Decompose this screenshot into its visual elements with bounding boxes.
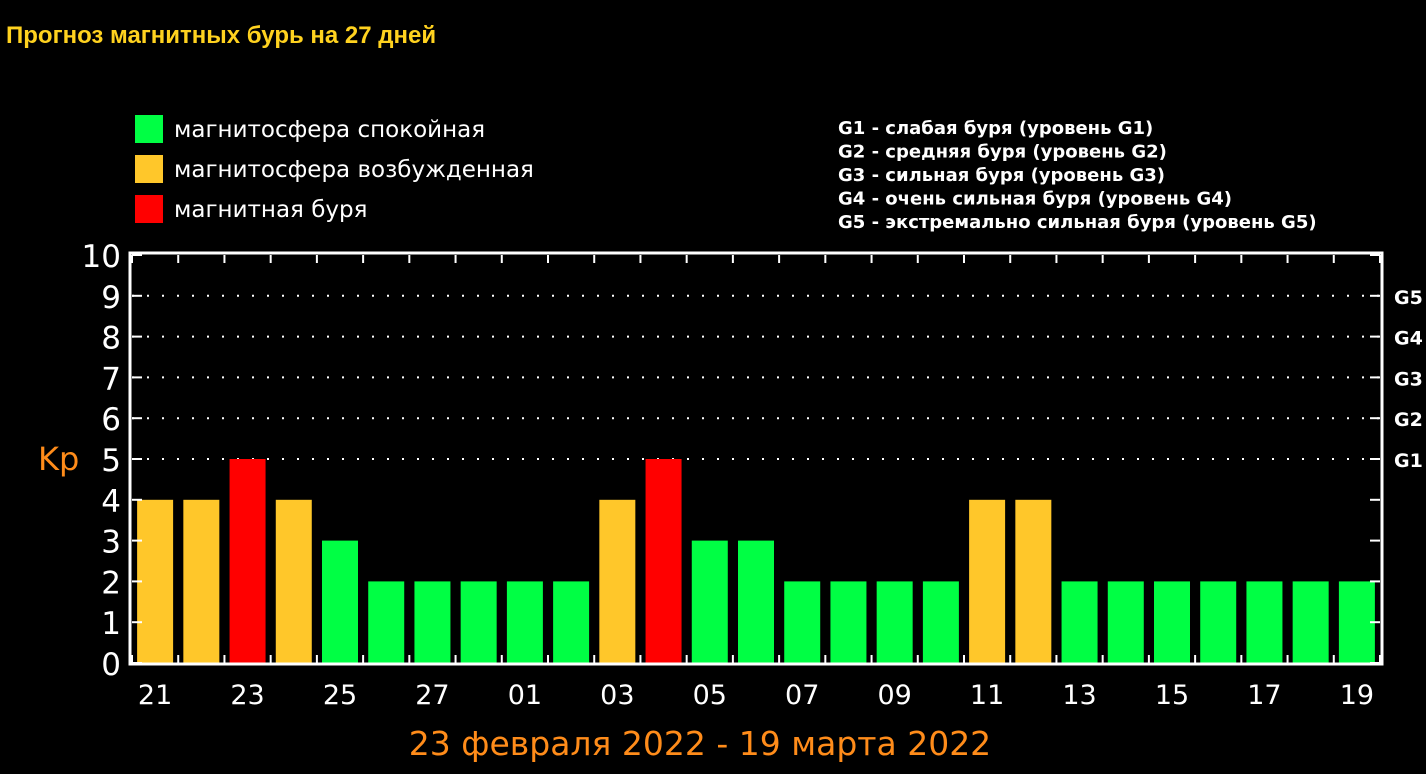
bar-04 bbox=[645, 459, 682, 663]
g-level-description: G2 - средняя буря (уровень G2) bbox=[838, 142, 1167, 163]
bar-22 bbox=[183, 499, 220, 663]
y-tick-label: 8 bbox=[101, 321, 121, 357]
bar-21 bbox=[137, 499, 174, 663]
x-tick-label: 13 bbox=[1062, 680, 1096, 711]
g-level-label: G1 bbox=[1394, 450, 1423, 472]
legend-swatch-quiet bbox=[135, 115, 163, 143]
g-level-description: G3 - сильная буря (уровень G3) bbox=[838, 165, 1165, 186]
bar-19 bbox=[1338, 581, 1375, 663]
x-tick-label: 09 bbox=[877, 680, 911, 711]
g-level-description: G1 - слабая буря (уровень G1) bbox=[838, 118, 1153, 139]
g-level-label: G3 bbox=[1394, 368, 1423, 390]
y-tick-label: 3 bbox=[101, 525, 121, 561]
bar-14 bbox=[1107, 581, 1144, 663]
y-tick-label: 9 bbox=[101, 280, 121, 316]
y-axis-label: Kp bbox=[38, 440, 79, 478]
y-tick-label: 0 bbox=[101, 647, 121, 683]
legend-swatch-storm bbox=[135, 195, 163, 223]
x-tick-label: 05 bbox=[693, 680, 727, 711]
bar-09 bbox=[876, 581, 913, 663]
x-tick-label: 03 bbox=[600, 680, 634, 711]
y-tick-label: 2 bbox=[101, 565, 121, 601]
bar-28 bbox=[460, 581, 497, 663]
bar-10 bbox=[922, 581, 959, 663]
bar-05 bbox=[691, 540, 728, 663]
y-tick-label: 5 bbox=[101, 443, 121, 479]
y-tick-label: 7 bbox=[101, 361, 121, 397]
bars bbox=[137, 459, 1375, 663]
bar-06 bbox=[738, 540, 774, 663]
bar-03 bbox=[599, 499, 636, 663]
legend: магнитосфера спокойная магнитосфера возбу… bbox=[135, 115, 534, 223]
g-level-label: G5 bbox=[1394, 287, 1423, 309]
bar-12 bbox=[1015, 499, 1052, 663]
bar-08 bbox=[830, 581, 867, 663]
x-tick-labels: 21 23 25 27 01 03 05 07 09 11 13 15 17 19 bbox=[138, 680, 1374, 711]
bar-27 bbox=[414, 581, 451, 663]
bar-18 bbox=[1292, 581, 1329, 663]
bar-01 bbox=[506, 581, 543, 663]
g-level-label: G4 bbox=[1394, 328, 1423, 350]
grid-lines bbox=[132, 294, 1380, 460]
y-tick-labels: 0 1 2 3 4 5 6 7 8 9 10 bbox=[82, 239, 121, 683]
legend-label: магнитосфера спокойная bbox=[174, 117, 485, 143]
bar-23 bbox=[229, 459, 266, 663]
x-tick-label: 27 bbox=[415, 680, 449, 711]
bar-02 bbox=[553, 581, 590, 663]
g-level-description: G4 - очень сильная буря (уровень G4) bbox=[838, 189, 1232, 210]
g-level-description: G5 - экстремально сильная буря (уровень … bbox=[838, 212, 1317, 233]
axis-ticks bbox=[131, 254, 1381, 664]
x-tick-label: 23 bbox=[230, 680, 264, 711]
g-level-labels: G1 G2 G3 G4 G5 bbox=[1394, 287, 1423, 472]
x-tick-label: 17 bbox=[1247, 680, 1281, 711]
y-tick-label: 4 bbox=[101, 484, 121, 520]
y-tick-label: 6 bbox=[101, 402, 121, 438]
bar-15 bbox=[1154, 581, 1190, 663]
x-tick-label: 15 bbox=[1155, 680, 1189, 711]
x-axis-label: 23 февраля 2022 - 19 марта 2022 bbox=[409, 724, 991, 763]
x-tick-label: 25 bbox=[323, 680, 357, 711]
bar-13 bbox=[1061, 581, 1098, 663]
legend-swatch-active bbox=[135, 155, 163, 183]
y-tick-label: 1 bbox=[101, 606, 121, 642]
bar-11 bbox=[969, 499, 1006, 663]
bar-07 bbox=[784, 581, 821, 663]
page-title: Прогноз магнитных бурь на 27 дней bbox=[6, 22, 437, 49]
plot-frame bbox=[128, 251, 1384, 666]
x-tick-label: 07 bbox=[785, 680, 819, 711]
bar-26 bbox=[368, 581, 405, 663]
bar-25 bbox=[322, 540, 358, 663]
bar-16 bbox=[1200, 581, 1237, 663]
bar-24 bbox=[275, 499, 312, 663]
x-tick-label: 01 bbox=[508, 680, 542, 711]
bar-17 bbox=[1246, 581, 1283, 663]
g-level-legend: G1 - слабая буря (уровень G1) G2 - средня… bbox=[838, 118, 1317, 233]
legend-label: магнитная буря bbox=[174, 197, 367, 223]
y-tick-label: 10 bbox=[82, 239, 121, 275]
x-tick-label: 21 bbox=[138, 680, 172, 711]
legend-label: магнитосфера возбужденная bbox=[174, 157, 534, 183]
x-tick-label: 19 bbox=[1340, 680, 1374, 711]
g-level-label: G2 bbox=[1394, 409, 1423, 431]
x-tick-label: 11 bbox=[970, 680, 1004, 711]
